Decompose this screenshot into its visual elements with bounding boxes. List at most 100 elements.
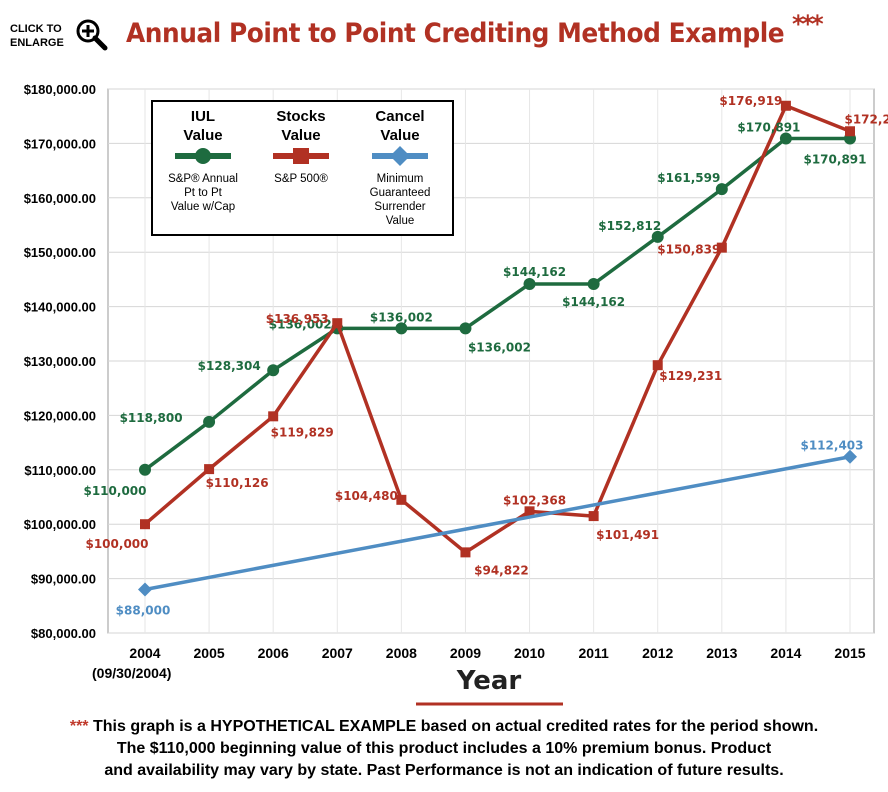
- stocks-point: [524, 506, 535, 517]
- x-tick-label: 2014: [770, 645, 801, 661]
- enlarge-line-1: CLICK TO: [10, 23, 62, 35]
- stocks-data-label: $119,829: [271, 425, 334, 439]
- iul-point: [459, 322, 472, 335]
- iul-point: [267, 364, 280, 377]
- cancel-legend-description: Minimum: [377, 173, 424, 185]
- iul-point: [587, 277, 600, 290]
- stocks-data-label: $100,000: [85, 537, 148, 551]
- cancel-legend-marker: [390, 146, 410, 166]
- cancel-data-label: $88,000: [116, 603, 171, 617]
- stocks-legend-title: Value: [281, 127, 320, 144]
- header: CLICK TO ENLARGE Annual Point to Point C…: [0, 0, 888, 70]
- series-lines: [138, 100, 857, 597]
- iul-point: [395, 322, 408, 335]
- enlarge-text: CLICK TO ENLARGE: [10, 22, 74, 50]
- x-axis-start-date-label: (09/30/2004): [92, 665, 171, 681]
- iul-data-label: $136,002: [269, 317, 332, 331]
- x-tick-label: 2008: [386, 645, 417, 661]
- footnote-line-3: and availability may vary by state. Past…: [104, 762, 784, 779]
- iul-point: [203, 415, 216, 428]
- iul-point: [779, 132, 792, 145]
- cancel-legend-description: Surrender: [374, 201, 425, 213]
- stocks-point: [845, 126, 855, 137]
- iul-legend-description: Value w/Cap: [171, 201, 235, 213]
- iul-point: [139, 463, 151, 476]
- y-tick-label: $150,000.00: [24, 245, 96, 260]
- cancel-legend-description: Guaranteed: [370, 187, 431, 199]
- y-tick-label: $180,000.00: [24, 82, 96, 97]
- iul-point: [523, 277, 536, 290]
- y-tick-label: $130,000.00: [24, 354, 96, 369]
- x-axis-tick-labels: 2004 2005 2006 2007 2008 2009 2010 2011 2012 2013…: [129, 645, 865, 661]
- iul-legend-marker: [195, 148, 211, 164]
- data-labels: $110,000 $118,800 $128,304 $136,002 $136,002…: [83, 94, 888, 618]
- stocks-point: [780, 100, 791, 111]
- footnote-line-1: *** This graph is a HYPOTHETICAL EXAMPLE…: [0, 716, 888, 738]
- stocks-data-label: $101,491: [596, 528, 659, 542]
- iul-legend-title: IUL: [191, 108, 215, 125]
- y-tick-label: $160,000.00: [24, 191, 96, 206]
- stocks-point: [396, 494, 407, 505]
- x-tick-label: 2006: [258, 645, 289, 661]
- footnote-asterisks: ***: [69, 718, 89, 735]
- iul-data-label: $144,162: [562, 295, 625, 309]
- iul-data-label: $152,812: [598, 219, 661, 233]
- y-tick-label: $100,000.00: [24, 517, 96, 532]
- iul-data-label: $161,599: [657, 171, 720, 185]
- stocks-data-label: $94,822: [474, 563, 529, 577]
- footnote-text-1: This graph is a HYPOTHETICAL EXAMPLE bas…: [92, 718, 819, 735]
- stocks-data-label: $129,231: [659, 369, 722, 383]
- y-tick-label: $90,000.00: [31, 572, 96, 587]
- iul-data-label: $128,304: [198, 359, 261, 373]
- legend: IUL Value S&P® Annual Pt to Pt Value w/Cap St…: [151, 100, 454, 236]
- stocks-data-label: $102,368: [503, 493, 566, 507]
- cancel-point: [843, 449, 857, 464]
- iul-legend-description: Pt to Pt: [184, 187, 223, 199]
- iul-data-label: $170,891: [737, 121, 800, 135]
- disclaimer-footnote: *** This graph is a HYPOTHETICAL EXAMPLE…: [0, 716, 888, 782]
- x-tick-label: 2013: [706, 645, 737, 661]
- stocks-data-label: $176,919: [719, 94, 782, 108]
- chart-title: Annual Point to Point Crediting Method E…: [126, 18, 785, 49]
- stocks-data-label: $110,126: [206, 476, 269, 490]
- stocks-data-label: $150,839: [657, 243, 720, 257]
- iul-data-label: $144,162: [503, 265, 566, 279]
- x-tick-label: 2011: [578, 645, 609, 661]
- y-tick-label: $170,000.00: [24, 136, 96, 151]
- stocks-legend-description: S&P 500®: [274, 173, 328, 185]
- stocks-point: [588, 511, 599, 522]
- cancel-data-label: $112,403: [800, 439, 863, 453]
- x-tick-label: 2009: [450, 645, 481, 661]
- stocks-point: [716, 242, 727, 253]
- cancel-legend-title: Value: [380, 127, 419, 144]
- iul-point: [715, 183, 728, 196]
- stocks-line: [143, 104, 851, 555]
- x-tick-label: 2005: [194, 645, 225, 661]
- stocks-data-label: $172,231: [844, 112, 888, 126]
- stocks-legend-marker: [293, 148, 309, 164]
- stocks-data-label: $104,480: [335, 489, 398, 503]
- x-tick-label: 2015: [834, 645, 865, 661]
- iul-data-label: $118,800: [120, 411, 183, 425]
- enlarge-line-2: ENLARGE: [10, 37, 64, 49]
- line-chart: $80,000.00 $90,000.00 $100,000.00 $110,000.…: [24, 82, 888, 706]
- stocks-point: [268, 411, 279, 422]
- y-axis-tick-labels: $80,000.00 $90,000.00 $100,000.00 $110,000.…: [24, 82, 96, 641]
- cancel-legend-description: Value: [386, 215, 415, 227]
- footnote-line-2: The $110,000 beginning value of this pro…: [116, 740, 772, 757]
- y-tick-label: $110,000.00: [24, 463, 96, 478]
- y-tick-label: $140,000.00: [24, 300, 96, 315]
- iul-line: [143, 136, 850, 472]
- iul-data-label: $170,891: [803, 153, 866, 167]
- legend-box: [151, 100, 454, 236]
- iul-legend-description: S&P® Annual: [168, 173, 238, 185]
- zoom-in-icon: [76, 19, 108, 51]
- iul-point: [651, 230, 664, 243]
- iul-data-label: $136,002: [370, 310, 433, 324]
- cancel-line: [144, 455, 851, 592]
- x-axis-title: Year: [456, 666, 522, 696]
- stocks-point: [332, 318, 343, 329]
- x-tick-label: 2012: [642, 645, 673, 661]
- iul-data-label: $110,000: [83, 484, 146, 498]
- stocks-point: [204, 464, 215, 475]
